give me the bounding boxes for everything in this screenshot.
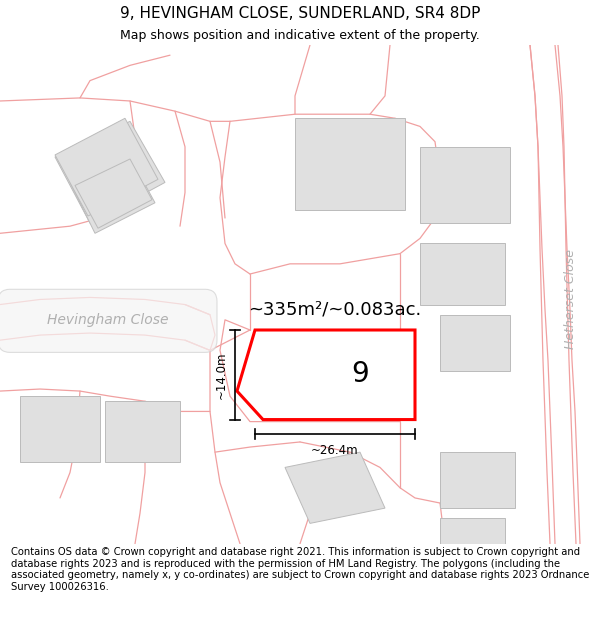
Bar [440,518,505,544]
Text: Contains OS data © Crown copyright and database right 2021. This information is : Contains OS data © Crown copyright and d… [11,547,589,592]
Text: Map shows position and indicative extent of the property.: Map shows position and indicative extent… [120,29,480,42]
Bar [440,452,515,508]
Polygon shape [75,159,152,228]
Polygon shape [237,330,415,419]
Bar [440,315,510,371]
Bar [105,401,180,462]
Text: 9, HEVINGHAM CLOSE, SUNDERLAND, SR4 8DP: 9, HEVINGHAM CLOSE, SUNDERLAND, SR4 8DP [120,6,480,21]
FancyBboxPatch shape [0,289,217,352]
Text: Hevingham Close: Hevingham Close [47,313,169,327]
Bar [20,396,100,462]
Polygon shape [285,452,385,523]
Text: ~14.0m: ~14.0m [215,351,228,399]
Polygon shape [55,118,158,216]
Polygon shape [55,121,165,223]
Bar [295,118,405,210]
Text: Hetherset Close: Hetherset Close [563,249,577,349]
Text: ~26.4m: ~26.4m [311,444,359,457]
Bar [420,147,510,223]
Text: ~335m²/~0.083ac.: ~335m²/~0.083ac. [248,301,422,319]
Text: 9: 9 [351,360,369,388]
Polygon shape [70,157,155,233]
Bar [420,244,505,304]
Bar [290,345,385,411]
